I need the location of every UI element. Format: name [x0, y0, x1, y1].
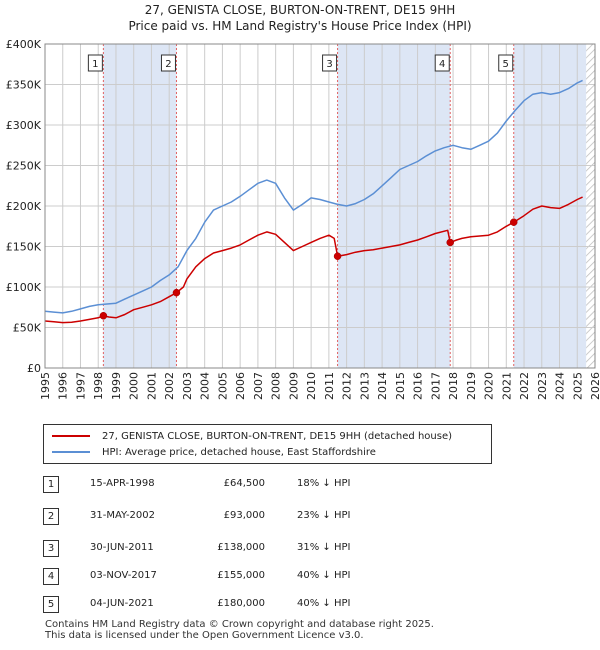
transaction-number: 4 [43, 568, 59, 585]
price-chart: 1 2 3 4 5 £0 £50K £100K £150K £200K £250K £300K £35… [6, 38, 600, 400]
chart-legend: 27, GENISTA CLOSE, BURTON-ON-TRENT, DE15… [43, 424, 492, 464]
transaction-hpi: 31% ↓ HPI [297, 542, 351, 553]
transaction-date: 04-JUN-2021 [90, 598, 154, 609]
legend-swatch-property [52, 435, 90, 437]
x-tick-label: 2016 [412, 372, 425, 400]
chart-title: 27, GENISTA CLOSE, BURTON-ON-TRENT, DE15… [144, 3, 456, 17]
transaction-date: 30-JUN-2011 [90, 542, 154, 553]
transaction-hpi: 23% ↓ HPI [297, 510, 351, 521]
sale-point [333, 252, 342, 260]
x-tick-label: 2013 [358, 372, 371, 400]
x-tick-label: 2012 [341, 372, 354, 400]
x-tick-label: 1997 [74, 372, 87, 400]
x-tick-label: 2009 [287, 372, 300, 400]
transaction-number: 2 [43, 508, 59, 525]
sale-label: 3 [326, 59, 332, 70]
x-tick-label: 2010 [305, 372, 318, 400]
transaction-date: 15-APR-1998 [90, 478, 155, 489]
legend-item-hpi: HPI: Average price, detached house, East… [52, 444, 376, 460]
x-tick-label: 2007 [252, 372, 265, 400]
transaction-number: 3 [43, 540, 59, 557]
x-tick-label: 2026 [589, 372, 600, 400]
transaction-hpi: 40% ↓ HPI [297, 598, 351, 609]
transaction-price: £93,000 [223, 510, 265, 521]
transaction-row: 2 31-MAY-2002 £93,000 23% ↓ HPI [43, 508, 583, 528]
legend-label-hpi: HPI: Average price, detached house, East… [102, 446, 376, 458]
transaction-date: 03-NOV-2017 [90, 570, 157, 581]
x-tick-label: 2003 [181, 372, 194, 400]
plot-frame [44, 43, 596, 369]
sale-label-box [434, 54, 450, 72]
sale-point [172, 288, 181, 297]
x-tick-label: 2024 [554, 372, 567, 400]
sale-point [509, 218, 518, 226]
x-tick-label: 2019 [465, 372, 478, 400]
x-tick-label: 2008 [270, 372, 283, 400]
chart-subtitle: Price paid vs. HM Land Registry's House … [128, 19, 472, 33]
transaction-price: £155,000 [217, 570, 265, 581]
y-tick-label: £100K [6, 281, 42, 294]
footer-copyright: Contains HM Land Registry data © Crown c… [45, 619, 434, 630]
transaction-price: £138,000 [217, 542, 265, 553]
x-tick-label: 2020 [483, 372, 496, 400]
sale-label: 1 [92, 59, 98, 70]
y-tick-label: £300K [6, 119, 42, 132]
x-tick-label: 2011 [323, 372, 336, 400]
y-tick-label: £0 [27, 362, 41, 375]
transaction-row: 4 03-NOV-2017 £155,000 40% ↓ HPI [43, 568, 583, 588]
x-tick-label: 1995 [39, 372, 52, 400]
sale-label-box [160, 54, 176, 72]
sale-label: 4 [439, 59, 445, 70]
x-tick-label: 2022 [518, 372, 531, 400]
hpi-line [44, 79, 583, 314]
x-tick-label: 2001 [145, 372, 158, 400]
transaction-date: 31-MAY-2002 [90, 510, 156, 521]
property-price-line [44, 196, 583, 324]
x-tick-label: 2018 [447, 372, 460, 400]
sale-label: 5 [503, 59, 509, 70]
x-tick-label: 1999 [110, 372, 123, 400]
y-tick-label: £400K [6, 38, 42, 51]
transaction-row: 3 30-JUN-2011 £138,000 31% ↓ HPI [43, 540, 583, 560]
transaction-price: £64,500 [223, 478, 265, 489]
x-tick-label: 2005 [216, 372, 229, 400]
sale-label-box [87, 54, 103, 72]
y-tick-label: £350K [6, 79, 42, 92]
transaction-hpi: 40% ↓ HPI [297, 570, 351, 581]
x-tick-label: 2014 [376, 372, 389, 400]
x-tick-label: 2000 [128, 372, 141, 400]
y-tick-label: £250K [6, 160, 42, 173]
x-tick-label: 1998 [92, 372, 105, 400]
sale-point [446, 238, 454, 247]
x-tick-label: 2002 [163, 372, 176, 400]
transaction-hpi: 18% ↓ HPI [297, 478, 351, 489]
x-tick-label: 2025 [571, 372, 584, 400]
x-tick-label: 2006 [234, 372, 247, 400]
transaction-number: 1 [43, 476, 59, 493]
transaction-row: 1 15-APR-1998 £64,500 18% ↓ HPI [43, 476, 583, 496]
y-tick-label: £150K [6, 241, 42, 254]
footer-licence: This data is licensed under the Open Gov… [45, 630, 364, 641]
y-tick-label: £50K [13, 322, 42, 335]
sale-label-box [498, 54, 514, 72]
x-tick-label: 2017 [429, 372, 442, 400]
sale-label-box [322, 54, 338, 72]
sale-point [99, 312, 108, 320]
x-tick-label: 2023 [536, 372, 549, 400]
sale-label: 2 [165, 59, 171, 70]
x-tick-label: 2021 [500, 372, 513, 400]
x-tick-label: 2004 [199, 372, 212, 400]
x-tick-label: 1996 [57, 372, 70, 400]
x-tick-label: 2015 [394, 372, 407, 400]
legend-label-property: 27, GENISTA CLOSE, BURTON-ON-TRENT, DE15… [102, 430, 453, 442]
transaction-row: 5 04-JUN-2021 £180,000 40% ↓ HPI [43, 596, 583, 616]
legend-item-property: 27, GENISTA CLOSE, BURTON-ON-TRENT, DE15… [52, 428, 452, 444]
y-tick-label: £200K [6, 200, 42, 213]
transaction-number: 5 [43, 596, 59, 613]
legend-swatch-hpi [52, 451, 90, 453]
transaction-price: £180,000 [217, 598, 265, 609]
